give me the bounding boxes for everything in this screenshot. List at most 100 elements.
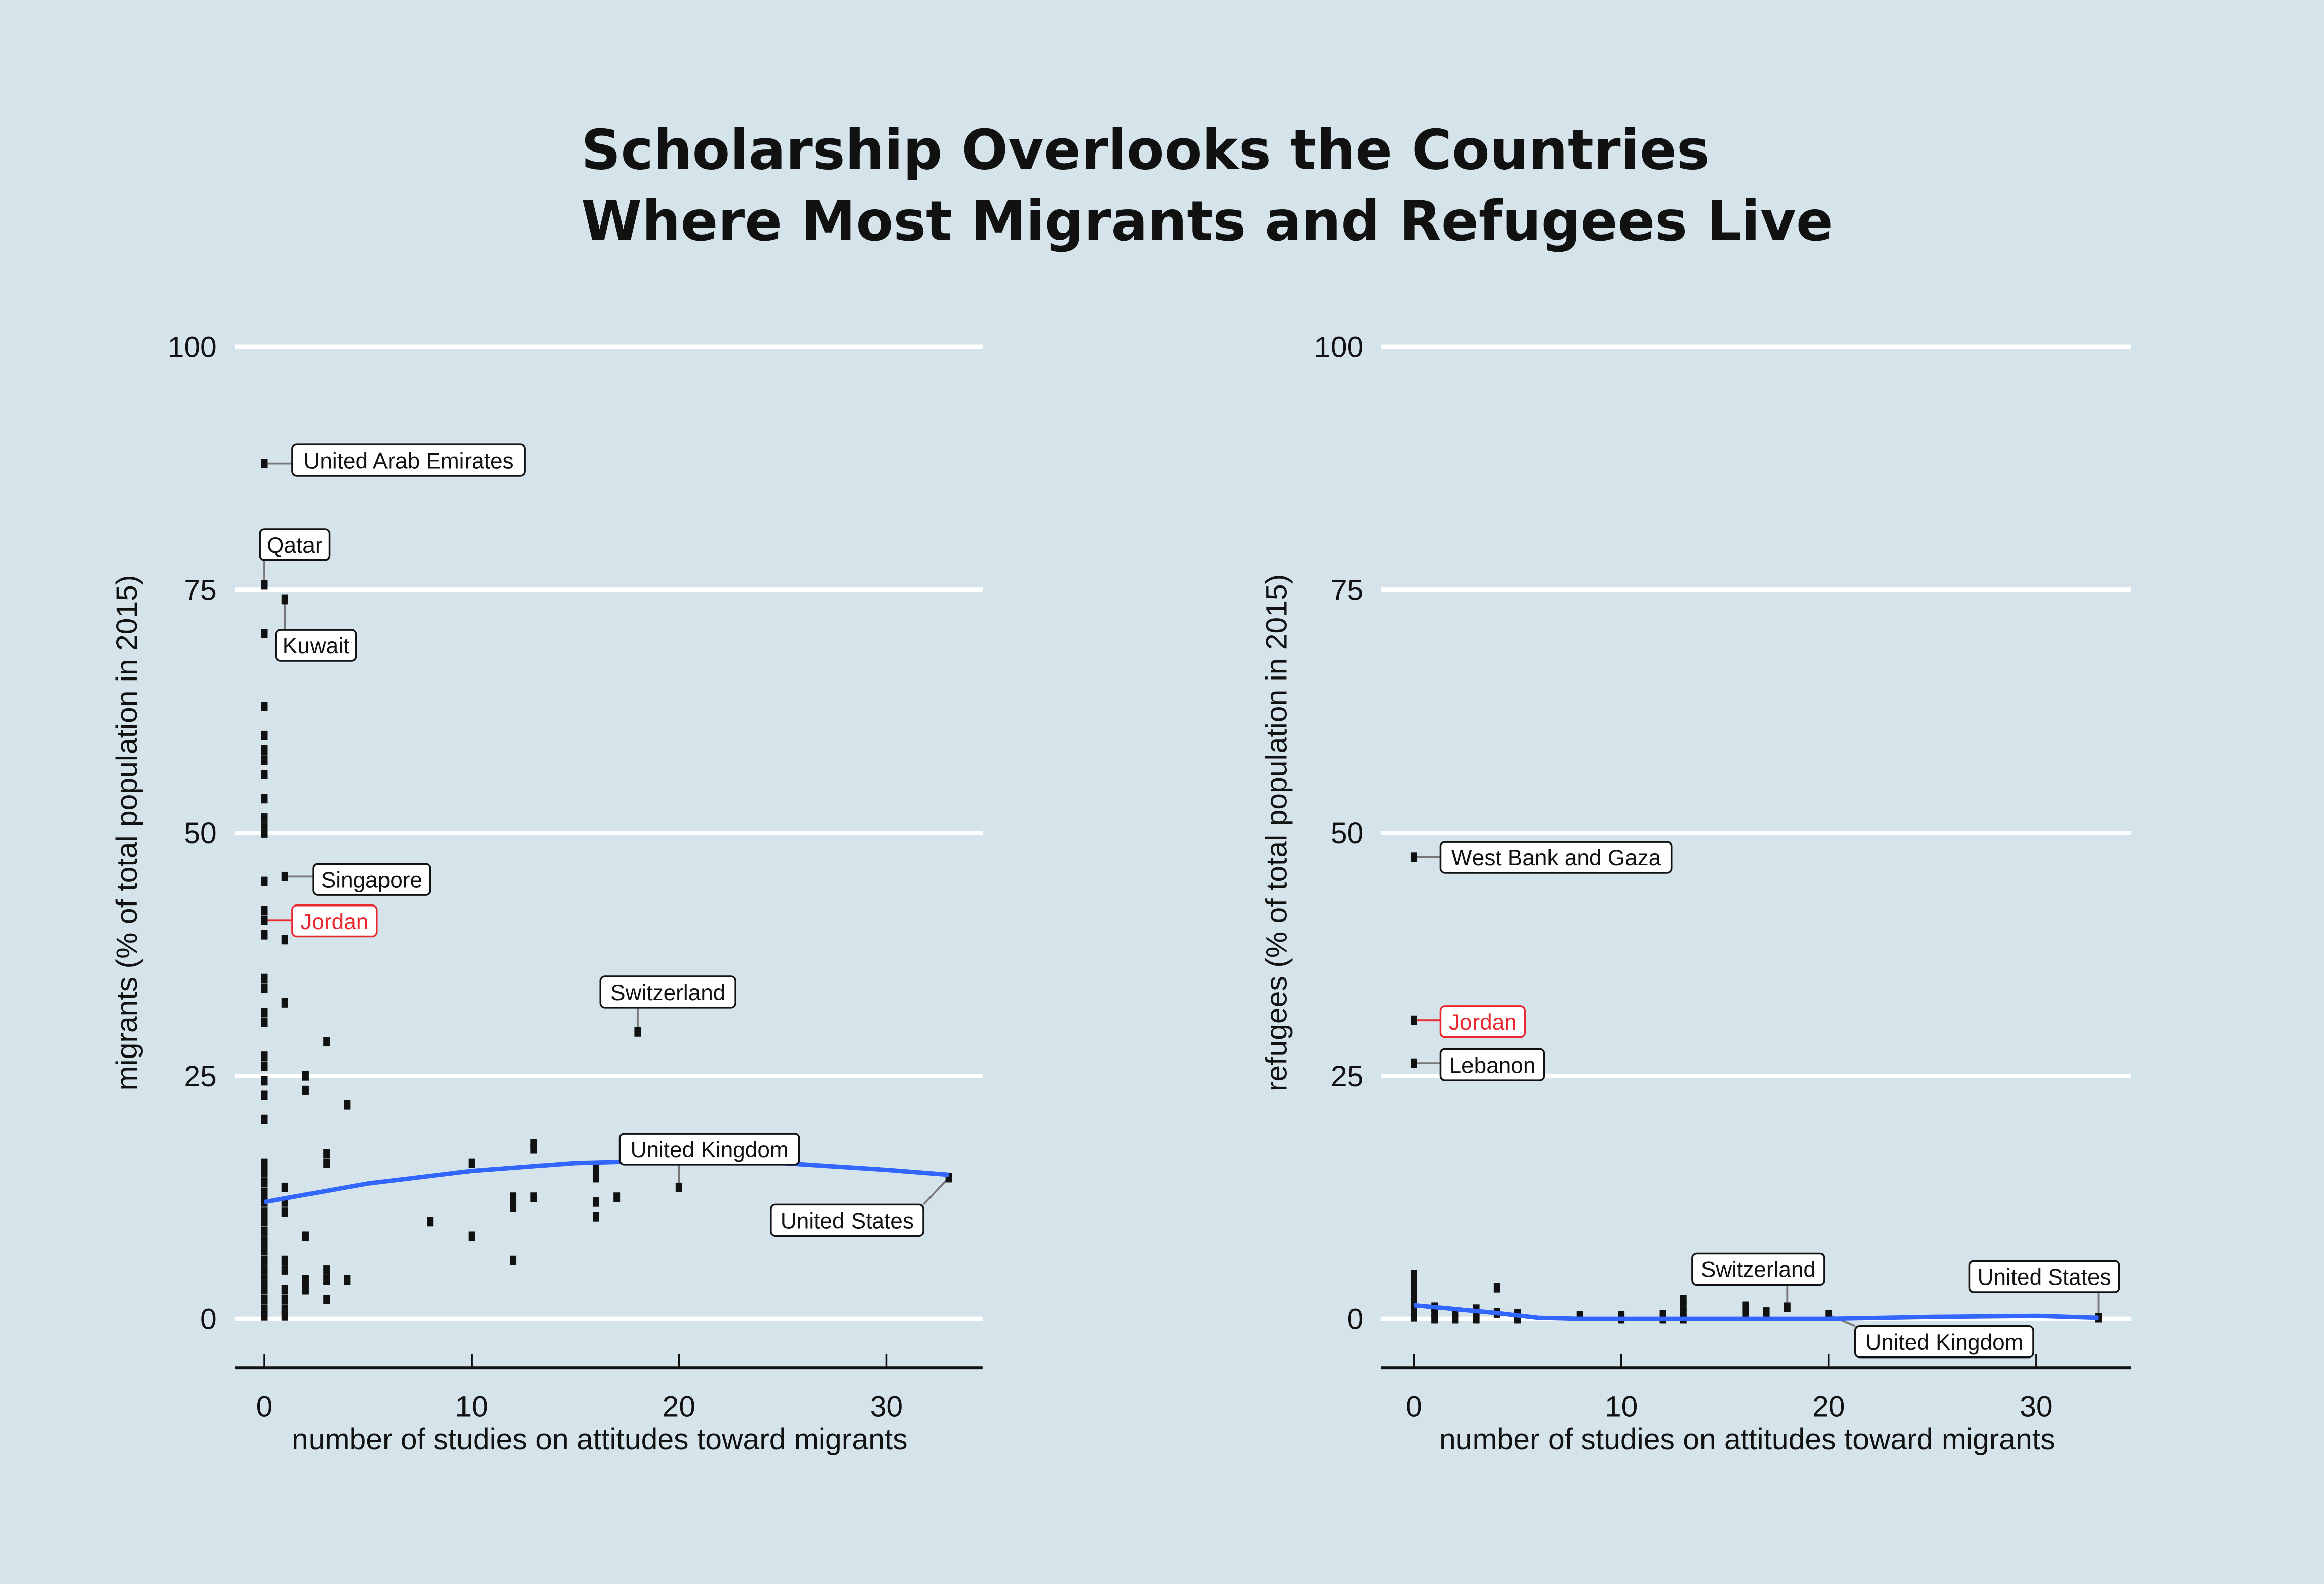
data-point (323, 1295, 330, 1304)
data-point (261, 745, 268, 755)
data-point (281, 935, 288, 945)
annotation-box (275, 629, 357, 662)
data-point (344, 1275, 351, 1285)
data-point (281, 871, 288, 881)
data-point (261, 915, 268, 925)
data-point (261, 1051, 268, 1062)
data-point (261, 580, 268, 590)
data-point (302, 1085, 309, 1095)
y-tick-label: 0 (200, 1303, 217, 1336)
data-point (261, 1275, 268, 1285)
annotation-box (599, 975, 736, 1009)
y-tick-label: 100 (1314, 331, 1363, 363)
data-point (2095, 1313, 2102, 1323)
annotation-label: United States (781, 1209, 914, 1233)
x-tick-label: 0 (256, 1390, 273, 1423)
y-tick-label: 75 (184, 574, 216, 607)
data-point (592, 1163, 599, 1173)
annotation-label: United Arab Emirates (304, 448, 514, 473)
data-point (261, 1226, 268, 1236)
data-point (261, 1061, 268, 1071)
data-point (302, 1231, 309, 1241)
data-point (261, 794, 268, 804)
data-point (261, 1090, 268, 1100)
data-point (281, 1295, 288, 1304)
data-point (261, 1168, 268, 1178)
data-point (261, 906, 268, 916)
data-point (261, 984, 268, 993)
x-tick-label: 0 (1406, 1390, 1422, 1423)
chart-title-line2: Where Most Migrants and Refugees Live (581, 189, 1833, 253)
annotation-leader (922, 1177, 950, 1205)
data-point (281, 594, 288, 605)
data-point (261, 755, 268, 765)
annotation-box (312, 863, 431, 896)
y-tick-label: 0 (1347, 1303, 1364, 1336)
annotation-box (1854, 1325, 2034, 1359)
data-point (1410, 1058, 1417, 1068)
x-tick-label: 30 (2020, 1390, 2052, 1423)
data-point (281, 998, 288, 1008)
data-point (510, 1255, 517, 1265)
annotation-label: Switzerland (1701, 1258, 1816, 1283)
data-point (281, 1207, 288, 1217)
annotation-label: Qatar (267, 533, 322, 558)
x-axis-label: number of studies on attitudes toward mi… (292, 1423, 908, 1456)
data-point (261, 930, 268, 940)
data-point (261, 1236, 268, 1246)
data-point (261, 459, 268, 469)
annotation-box (1439, 1005, 1526, 1038)
annotation-box (1439, 841, 1673, 874)
data-point (468, 1158, 475, 1168)
data-point (261, 770, 268, 780)
data-point (675, 1182, 682, 1192)
data-point (261, 701, 268, 711)
annotation-box (1439, 1048, 1545, 1081)
x-axis-label: number of studies on attitudes toward mi… (1439, 1423, 2055, 1456)
annotation-box (291, 443, 526, 477)
annotation-label: Kuwait (283, 634, 350, 658)
annotation-label: Lebanon (1449, 1053, 1536, 1078)
data-point (1784, 1302, 1791, 1312)
data-point (281, 1285, 288, 1295)
y-tick-label: 50 (1331, 817, 1363, 850)
data-point (302, 1285, 309, 1295)
annotation-label: Jordan (300, 910, 368, 934)
data-point (1742, 1308, 1749, 1318)
annotation-box (259, 528, 331, 561)
data-point (510, 1202, 517, 1212)
data-point (323, 1149, 330, 1159)
annotation-box (1968, 1260, 2120, 1293)
data-point (1473, 1314, 1480, 1324)
data-point (281, 1311, 288, 1321)
annotation-box (618, 1133, 800, 1166)
x-tick-label: 30 (870, 1390, 903, 1423)
x-tick-label: 10 (1605, 1390, 1638, 1423)
data-point (530, 1144, 537, 1154)
annotation-label: United Kingdom (1865, 1330, 2023, 1355)
x-tick-label: 20 (1812, 1390, 1845, 1423)
data-point (1763, 1307, 1770, 1317)
chart-title-line1: Scholarship Overlooks the Countries (581, 118, 1710, 182)
y-tick-label: 50 (184, 817, 216, 850)
data-point (1431, 1314, 1438, 1324)
annotation-label: Switzerland (610, 980, 725, 1005)
data-point (1410, 1312, 1417, 1322)
data-point (1452, 1314, 1459, 1324)
annotation-box (291, 904, 378, 938)
data-point (261, 973, 268, 984)
annotation-label: United Kingdom (631, 1138, 789, 1162)
data-point (261, 1158, 268, 1168)
data-point (261, 1255, 268, 1265)
data-point (261, 1311, 268, 1321)
smooth-trend-line (1414, 1303, 2099, 1321)
data-point (261, 828, 268, 838)
data-point (323, 1275, 330, 1285)
data-point (261, 730, 268, 740)
y-tick-label: 25 (184, 1060, 216, 1093)
data-point (261, 1178, 268, 1188)
data-point (261, 1017, 268, 1027)
